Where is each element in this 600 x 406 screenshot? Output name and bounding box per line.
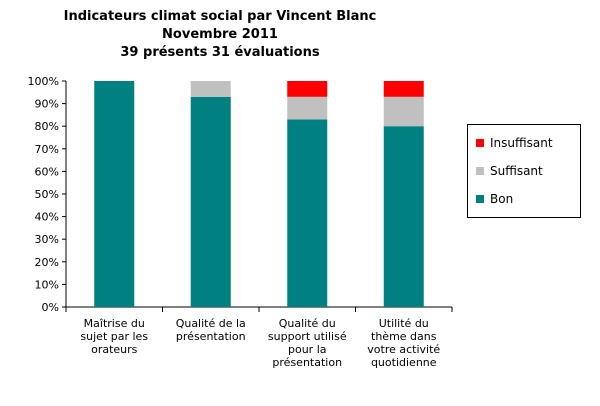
bar-bon [94,81,135,307]
legend-item-bon: Bon [476,191,513,207]
bar-bon [287,119,328,307]
legend-label-suffisant: Suffisant [490,164,543,178]
legend: Insuffisant Suffisant Bon [467,124,581,218]
bar-insuffisant [287,81,328,97]
x-tick-label-line: pour la [288,343,327,356]
y-tick-label: 80% [35,120,59,133]
x-tick-label-line: présentation [176,330,246,343]
x-tick-label: Qualité de la présentation [176,317,246,343]
x-tick-label-line: Maîtrise du [84,317,145,330]
legend-label-bon: Bon [490,192,514,206]
chart-title-line-2: Novembre 2011 [162,27,278,42]
x-tick-label: Maîtrise du sujet par les orateurs [80,317,148,356]
legend-label-insuffisant: Insuffisant [490,136,553,150]
legend-item-suffisant: Suffisant [476,163,543,179]
legend-item-insuffisant: Insuffisant [476,135,553,151]
x-tick-label-line: votre activité [367,343,440,356]
x-tick-label-line: Utilité du [379,317,429,330]
x-tick-label-line: orateurs [91,343,138,356]
y-tick-label: 40% [35,211,59,224]
x-tick-label-line: thème dans [371,330,437,343]
y-tick-label: 20% [35,256,59,269]
y-tick-label: 100% [28,75,59,88]
y-tick-label: 10% [35,278,59,291]
bar-bon [190,96,231,307]
legend-swatch-insuffisant [476,139,484,147]
chart-title-line-3: 39 présents 31 évaluations [120,45,320,60]
bar-suffisant [383,96,424,127]
x-tick-label-line: sujet par les [80,330,148,343]
bar-suffisant [190,81,231,97]
bar-suffisant [287,96,328,120]
bar-bon [383,126,424,307]
y-tick-label: 0% [42,301,59,314]
x-tick-label-line: support utilisé [268,330,347,343]
y-tick-label: 60% [35,165,59,178]
x-tick-label: Qualité du support utilisé pour la présenta… [268,317,347,369]
y-tick-label: 30% [35,233,59,246]
x-tick-label-line: Qualité du [279,317,336,330]
x-tick-label: Utilité du thème dans votre activité quotid… [367,317,440,369]
x-tick-label-line: présentation [272,356,342,369]
y-tick-label: 90% [35,98,59,111]
legend-swatch-suffisant [476,167,484,175]
y-tick-label: 50% [35,188,59,201]
bar-insuffisant [383,81,424,97]
chart-title-line-1: Indicateurs climat social par Vincent Bl… [63,9,377,24]
y-tick-label: 70% [35,143,59,156]
legend-swatch-bon [476,195,484,203]
x-tick-label-line: Qualité de la [176,317,246,330]
x-tick-label-line: quotidienne [371,356,437,369]
